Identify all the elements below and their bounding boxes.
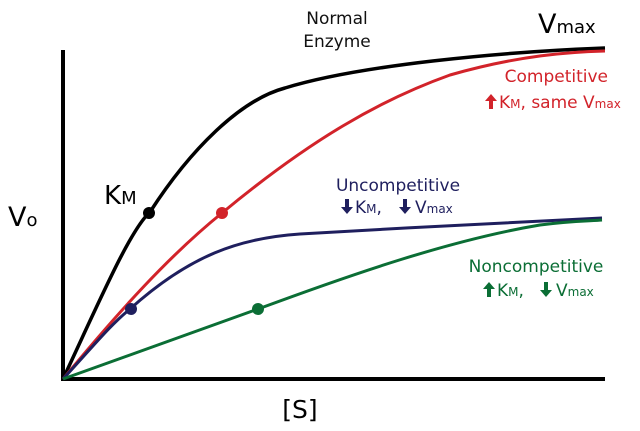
y-axis-label: Vo (8, 202, 38, 233)
noncompetitive-km-effect: KM, (497, 281, 524, 301)
uncompetitive-label: Uncompetitive KM, Vmax (336, 176, 460, 218)
curve-normal-enzyme (61, 46, 606, 380)
up-arrow-icon (483, 282, 495, 297)
curve-competitive (61, 49, 606, 380)
noncompetitive-title: Noncompetitive (469, 257, 604, 277)
km-point-noncompetitive (252, 303, 264, 315)
km-point-uncompetitive (125, 303, 137, 315)
uncompetitive-km-effect: KM, (355, 198, 382, 218)
vmax-label: Vmax (538, 9, 596, 40)
competitive-effect: KM, same Vmax (499, 93, 621, 113)
noncompetitive-label: Noncompetitive KM, Vmax (469, 257, 604, 301)
down-arrow-icon (399, 199, 411, 214)
km-main: K (104, 181, 122, 211)
competitive-title: Competitive (505, 67, 608, 87)
up-arrow-icon (485, 94, 497, 109)
vmax-sub: max (556, 17, 596, 38)
km-label: KM (104, 181, 137, 211)
noncompetitive-vmax-effect: Vmax (556, 281, 594, 301)
down-arrow-icon (540, 282, 552, 297)
down-arrow-icon (341, 199, 353, 214)
uncompetitive-title: Uncompetitive (336, 176, 460, 196)
normal-enzyme-label-line2: Enzyme (303, 32, 371, 52)
vmax-main: V (538, 9, 557, 40)
km-point-normal (143, 207, 155, 219)
normal-enzyme-label-line1: Normal (306, 9, 368, 29)
km-point-competitive (216, 207, 228, 219)
curve-noncompetitive (62, 218, 603, 381)
km-sub: M (121, 188, 137, 209)
x-axis-label: [S] (282, 395, 317, 424)
competitive-label: Competitive KM, same Vmax (485, 67, 621, 113)
uncompetitive-vmax-effect: Vmax (415, 198, 453, 218)
curve-uncompetitive (61, 216, 603, 381)
